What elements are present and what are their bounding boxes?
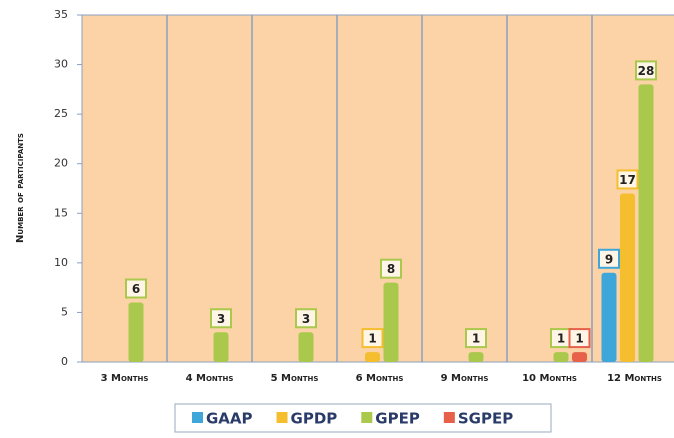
bar (298, 332, 314, 362)
x-tick-label: 5 Months (271, 373, 319, 384)
legend-label: SGPEP (458, 410, 513, 428)
legend-swatch (443, 412, 455, 423)
value-label: 3 (217, 312, 225, 326)
y-tick-label: 20 (54, 157, 68, 170)
value-label-box (635, 60, 657, 81)
value-label-box (380, 258, 402, 279)
bar (213, 332, 229, 362)
plot-area (81, 14, 674, 363)
value-label: 1 (472, 332, 480, 346)
value-label-box (568, 328, 591, 349)
value-label: 1 (368, 332, 376, 346)
legend-label: GAAP (206, 410, 253, 428)
legend-label: GPDP (291, 410, 338, 428)
y-tick-label: 15 (54, 206, 68, 219)
legend-swatch (361, 412, 373, 423)
value-label-box (295, 308, 317, 329)
x-tick-label: 9 Months (441, 373, 489, 384)
value-label: 3 (302, 312, 310, 326)
bar (468, 352, 484, 362)
y-tick-label: 0 (61, 355, 68, 368)
y-axis-label: Number of participants (15, 133, 26, 243)
value-label: 6 (132, 282, 140, 296)
legend-swatch (192, 412, 203, 423)
x-tick-label: 4 Months (186, 373, 234, 384)
value-label: 9 (605, 252, 613, 266)
bar (620, 193, 635, 362)
x-tick-label: 6 Months (356, 373, 404, 384)
legend-swatch (276, 412, 288, 423)
value-label: 28 (638, 64, 655, 78)
y-tick-label: 35 (54, 8, 68, 21)
bar (638, 84, 654, 363)
bar (365, 352, 380, 362)
value-label-box (361, 328, 384, 349)
y-tick-label: 5 (61, 305, 68, 318)
value-label: 17 (619, 173, 636, 187)
y-tick-label: 25 (54, 107, 68, 120)
value-label-box (465, 328, 487, 349)
value-label-box (125, 278, 147, 299)
x-tick-label: 10 Months (522, 373, 577, 384)
value-label: 8 (387, 262, 395, 276)
value-label-box (598, 248, 620, 269)
value-label-box (210, 308, 232, 329)
x-tick-label: 12 Months (607, 373, 662, 384)
y-tick-label: 10 (54, 256, 68, 269)
bar (383, 282, 399, 362)
bar (128, 302, 144, 362)
x-tick-label: 3 Months (101, 373, 149, 384)
bar (601, 272, 617, 362)
y-tick-label: 30 (54, 58, 68, 71)
value-label-box (616, 169, 639, 190)
value-label: 1 (557, 332, 565, 346)
value-label: 1 (575, 332, 583, 346)
bar (572, 352, 587, 362)
bar (553, 352, 569, 362)
legend-label: GPEP (375, 410, 420, 428)
